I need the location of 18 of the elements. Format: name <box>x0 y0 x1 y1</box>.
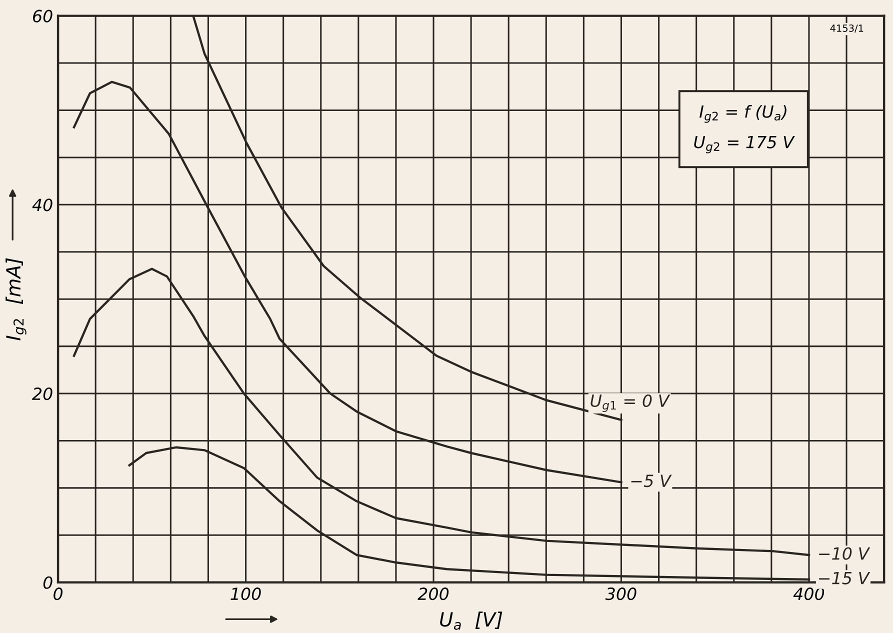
series-label: −5 V <box>631 474 672 488</box>
y-tick-label: 0 <box>43 576 52 589</box>
x-tick-label: 300 <box>605 588 636 600</box>
series-label: −10 V <box>819 547 870 560</box>
x-tick-label: 200 <box>418 588 449 600</box>
annotation: U$_{g2}$ = 175 V <box>694 136 795 154</box>
y-axis-title: I$_{g2}$ [mA] <box>6 258 26 340</box>
x-axis-title: U$_{a}$ [V] <box>440 612 502 630</box>
series-label: −15 V <box>819 572 870 584</box>
y-tick-label: 40 <box>32 198 52 212</box>
x-tick-label: 400 <box>793 588 824 600</box>
annotation: 4153/1 <box>830 24 864 33</box>
x-tick-label: 0 <box>54 588 63 600</box>
annotation: I$_{g2}$ = f (U$_{a}$) <box>700 104 786 123</box>
series-label: U$_{g1}$ = 0 V <box>590 394 670 412</box>
x-tick-label: 100 <box>230 588 261 600</box>
y-tick-label: 20 <box>32 387 52 400</box>
y-tick-label: 60 <box>33 10 52 22</box>
